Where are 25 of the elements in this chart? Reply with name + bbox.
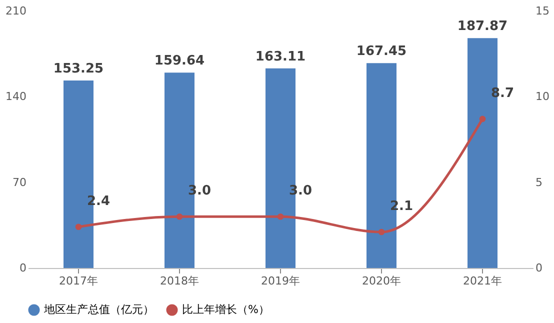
data-label: 153.25 [53,61,104,76]
data-label: 163.11 [255,49,306,64]
legend-label: 比上年增长（%） [182,303,270,316]
data-label: 187.87 [457,19,508,34]
x-tick-label: 2018年 [160,274,199,288]
data-label: 167.45 [356,44,407,60]
x-tick-label: 2021年 [463,274,502,288]
x-tick-label: 2019年 [261,274,300,288]
point [378,228,385,236]
y2-tick-label: 5 [536,176,542,189]
y-tick-label: 210 [6,4,26,18]
data-label: 159.64 [154,54,205,69]
point [75,224,82,230]
y2-tick-label: 0 [536,262,542,274]
point [176,213,183,220]
point [277,213,284,220]
y-tick-label: 0 [20,262,26,274]
x-tick-label: 2017年 [59,274,98,288]
x-tick-label: 2020年 [362,274,401,288]
y2-tick-label: 10 [536,90,550,104]
y2-tick-label: 15 [536,4,550,18]
point [479,116,486,122]
legend-label: 地区生产总值（亿元） [43,303,154,316]
y-tick-label: 140 [6,90,26,104]
y-tick-label: 70 [12,176,26,189]
